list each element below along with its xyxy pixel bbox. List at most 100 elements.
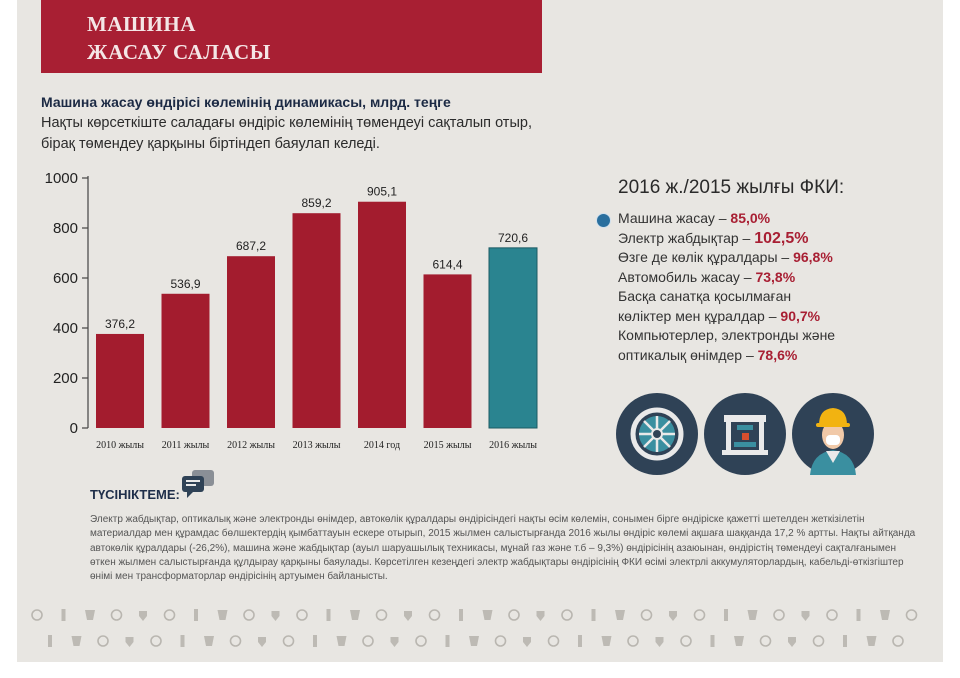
y-tick-label: 400	[53, 320, 78, 337]
fki-title: 2016 ж./2015 жылғы ФКИ:	[618, 177, 845, 198]
pattern-glyph-icon	[773, 609, 785, 621]
pattern-glyph-icon	[880, 610, 890, 620]
pattern-glyph-icon	[482, 610, 493, 620]
bar	[488, 247, 538, 429]
banner-title-line1: МАШИНА	[87, 12, 196, 36]
pattern-glyph-icon	[801, 611, 810, 621]
pattern-glyph-icon	[336, 636, 347, 646]
fki-item: Электр жабдықтар – 102,5%	[618, 229, 938, 249]
fki-item-label: Машина жасау –	[618, 210, 731, 226]
y-tick-label: 600	[53, 270, 78, 287]
machine-press-icon	[704, 393, 786, 475]
pattern-glyph-icon	[229, 635, 242, 647]
bar-value-label: 687,2	[236, 239, 266, 253]
pattern-glyph-icon	[788, 637, 796, 647]
pattern-glyph-icon	[217, 610, 228, 620]
fki-item: Машина жасау – 85,0%	[596, 209, 938, 229]
pattern-glyph-icon	[547, 635, 560, 647]
pattern-glyph-icon	[693, 609, 706, 621]
bar-value-label: 536,9	[170, 277, 200, 291]
x-category-label: 2014 год	[364, 440, 400, 451]
pattern-glyph-icon	[85, 610, 95, 620]
pattern-glyph-icon	[180, 635, 185, 647]
note-heading: ТҮСІНІКТЕМЕ:	[90, 487, 180, 502]
pattern-glyph-icon	[561, 609, 573, 621]
pattern-glyph-icon	[905, 609, 918, 621]
pattern-glyph-icon	[61, 609, 66, 621]
pattern-glyph-icon	[892, 635, 904, 647]
pattern-glyph-icon	[194, 609, 198, 621]
bar	[161, 293, 210, 428]
pattern-glyph-icon	[591, 609, 596, 621]
x-category-label: 2013 жылы	[293, 440, 341, 451]
pattern-glyph-icon	[459, 609, 463, 621]
bar-value-label: 720,6	[498, 231, 528, 245]
pattern-glyph-icon	[523, 637, 531, 647]
fki-item-label: Компьютерлер, электронды және оптикалық …	[618, 327, 836, 363]
pattern-glyph-icon	[350, 610, 360, 620]
pattern-glyph-icon	[375, 609, 388, 621]
pattern-glyph-icon	[31, 609, 43, 621]
pattern-glyph-icon	[445, 635, 450, 647]
pattern-glyph-icon	[601, 636, 612, 646]
pattern-glyph-icon	[669, 611, 677, 621]
y-tick-label: 0	[70, 420, 78, 437]
pattern-glyph-icon	[296, 609, 308, 621]
bar-value-label: 614,4	[432, 257, 462, 271]
pattern-glyph-icon	[139, 611, 147, 621]
pattern-glyph-icon	[680, 635, 692, 647]
x-category-label: 2016 жылы	[489, 440, 537, 451]
fki-item-label: Басқа санатқа қосылмаған көліктер мен құ…	[618, 288, 792, 324]
pattern-glyph-icon	[163, 609, 176, 621]
pattern-glyph-icon	[390, 637, 399, 647]
pattern-glyph-icon	[866, 636, 877, 646]
fki-item-label: Автомобиль жасау –	[618, 268, 756, 285]
bar-value-label: 905,1	[367, 185, 397, 199]
pattern-glyph-icon	[640, 609, 653, 621]
fki-item-value: 78,6%	[757, 346, 798, 363]
banner-title-line2: ЖАСАУ САЛАСЫ	[87, 40, 271, 64]
bar-value-label: 859,2	[301, 196, 331, 210]
pattern-glyph-icon	[843, 635, 847, 647]
fki-item-value: 102,5%	[754, 229, 809, 247]
pattern-glyph-icon	[655, 637, 664, 647]
bar	[423, 274, 472, 428]
fki-item-value: 73,8%	[755, 268, 796, 285]
bar	[292, 213, 341, 428]
fki-item-label: Электр жабдықтар –	[618, 229, 755, 246]
pattern-glyph-icon	[404, 611, 412, 621]
bar	[227, 256, 275, 428]
pattern-glyph-icon	[494, 635, 507, 647]
pattern-glyph-icon	[125, 637, 134, 647]
bar-value-label: 376,2	[105, 317, 135, 331]
pattern-glyph-icon	[71, 636, 82, 646]
pattern-glyph-icon	[313, 635, 317, 647]
title-banner: МАШИНА ЖАСАУ САЛАСЫ	[41, 0, 542, 73]
pattern-glyph-icon	[271, 611, 280, 621]
pattern-glyph-icon	[627, 635, 639, 647]
bar	[358, 201, 406, 428]
production-bar-chart: 0 200 400 600 800 1000 376,2 2010 жылы 536,9 2011…	[45, 170, 538, 451]
fki-item: Өзге де көлік құралдары – 96,8%	[618, 248, 938, 268]
pattern-glyph-icon	[710, 635, 715, 647]
fki-item-label: Өзге де көлік құралдары –	[618, 249, 794, 265]
pattern-glyph-icon	[826, 609, 838, 621]
pattern-glyph-icon	[536, 611, 545, 621]
pattern-glyph-icon	[615, 610, 625, 620]
pattern-glyph-icon	[326, 609, 331, 621]
fki-item-value: 90,7%	[780, 307, 821, 324]
pattern-glyph-icon	[734, 636, 744, 646]
pattern-glyph-icon	[243, 609, 255, 621]
worker-helmet-icon	[792, 393, 874, 475]
pattern-glyph-icon	[415, 635, 427, 647]
pattern-glyph-icon	[204, 636, 214, 646]
pattern-glyph-icon	[856, 609, 861, 621]
pattern-glyph-icon	[469, 636, 479, 646]
pattern-glyph-icon	[258, 637, 266, 647]
pattern-glyph-icon	[150, 635, 162, 647]
pattern-glyph-icon	[578, 635, 582, 647]
pattern-glyph-icon	[48, 635, 52, 647]
x-category-label: 2015 жылы	[424, 440, 472, 451]
bar	[96, 333, 144, 428]
pattern-glyph-icon	[110, 609, 123, 621]
